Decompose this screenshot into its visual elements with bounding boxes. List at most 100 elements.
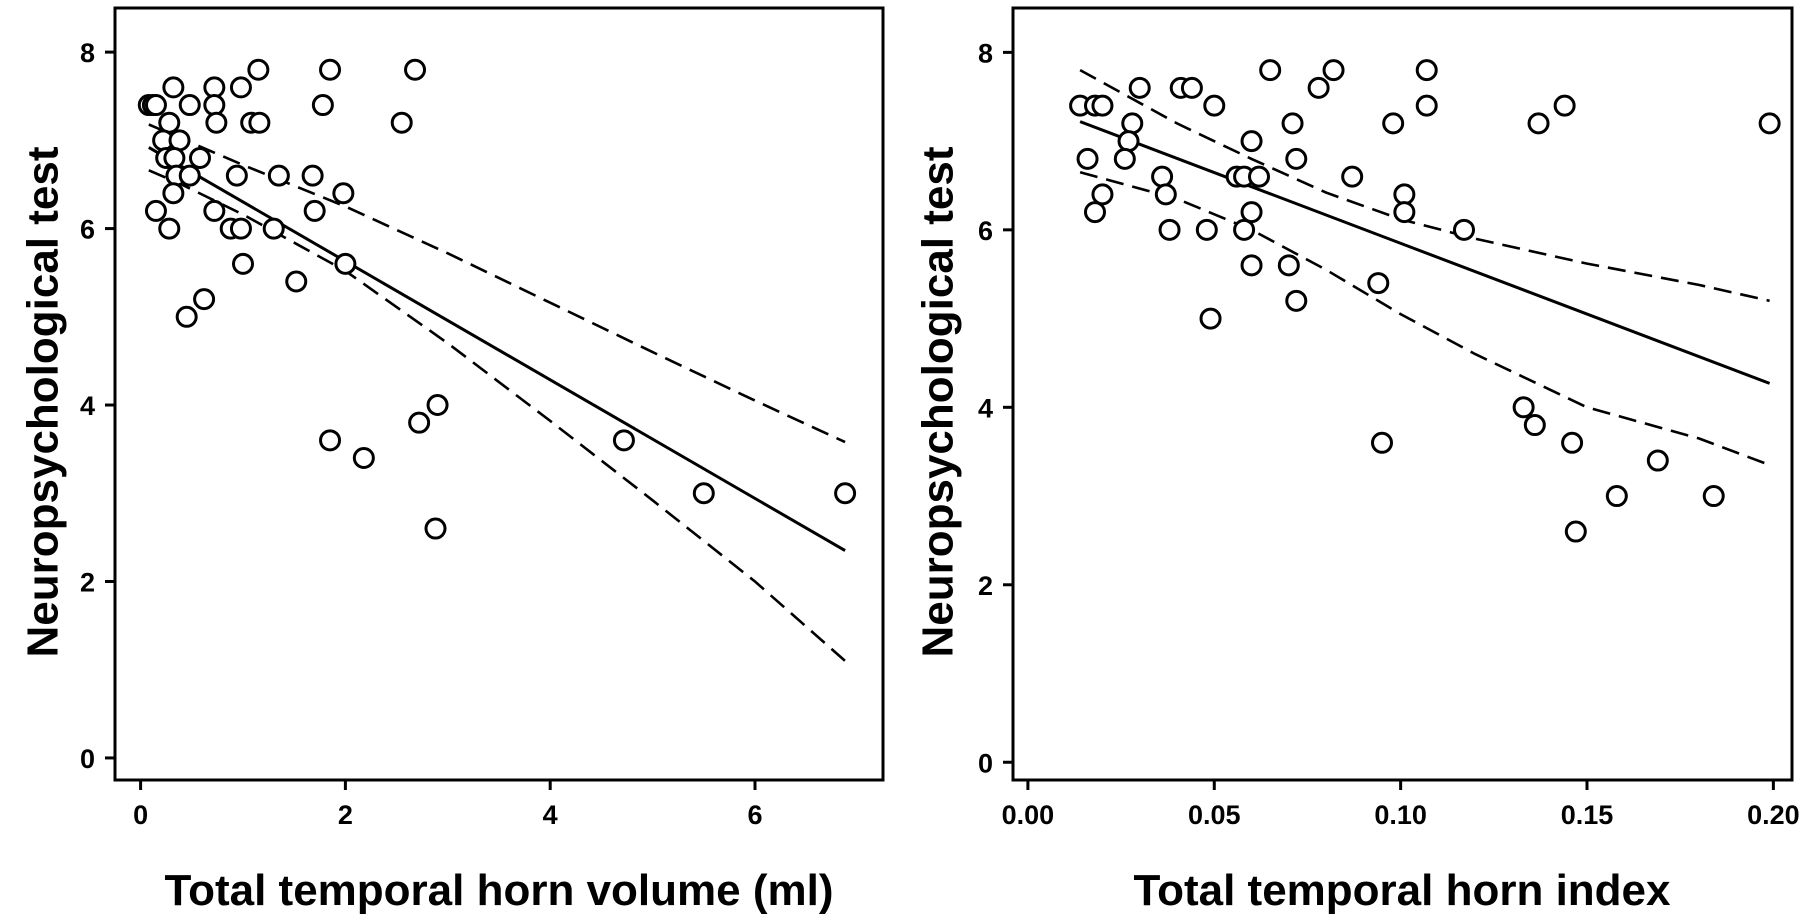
data-point	[1154, 183, 1177, 206]
regression-line	[148, 146, 846, 552]
right-scatter-panel: 0.00 0.05 0.10 0.15 0.20 0 2 4 6 8 Total temporal …	[913, 6, 1800, 915]
x-axis-title: Total temporal horn index	[1133, 866, 1671, 915]
data-point	[1203, 94, 1226, 117]
data-point	[1367, 272, 1390, 295]
data-point	[178, 94, 201, 117]
data-point	[1512, 396, 1535, 419]
data-point	[1646, 449, 1669, 472]
confidence-lower-line	[148, 169, 846, 662]
data-point	[1393, 183, 1416, 206]
x-tick-label: 0	[133, 800, 148, 830]
data-point	[612, 429, 635, 452]
data-point	[1453, 218, 1475, 241]
x-tick-label: 2	[338, 800, 353, 830]
data-point	[301, 164, 324, 187]
y-tick-label: 0	[80, 744, 95, 774]
data-point	[1307, 76, 1330, 99]
data-point	[163, 146, 186, 169]
data-point	[352, 446, 375, 469]
data-point	[424, 517, 447, 540]
x-tick-label: 6	[747, 800, 762, 830]
data-point	[1605, 485, 1628, 508]
data-point	[175, 305, 198, 328]
data-point	[1259, 59, 1282, 82]
data-point	[426, 394, 449, 417]
data-point	[404, 58, 427, 81]
x-tick-label: 0.20	[1747, 800, 1800, 830]
x-axis-title: Total temporal horn volume (ml)	[164, 866, 833, 915]
y-tick-label: 6	[978, 216, 993, 246]
data-point	[229, 217, 252, 240]
data-point	[303, 199, 326, 222]
data-point	[162, 182, 185, 205]
data-point	[1277, 254, 1300, 277]
regression-line	[1079, 120, 1771, 385]
y-tick-label: 8	[80, 38, 95, 68]
data-point	[205, 111, 228, 134]
data-point	[1195, 218, 1218, 241]
data-point	[1240, 201, 1263, 224]
data-point	[162, 76, 185, 99]
confidence-lower-line	[1079, 170, 1771, 467]
data-point	[1285, 147, 1308, 170]
data-point	[247, 58, 270, 81]
data-point	[1285, 289, 1308, 312]
data-point	[319, 429, 342, 452]
data-point	[1084, 201, 1106, 224]
y-axis-title: Neuropsychological test	[913, 146, 962, 657]
y-tick-label: 4	[80, 391, 95, 421]
y-tick-label: 4	[978, 393, 993, 423]
data-point	[203, 199, 226, 222]
data-point	[1758, 112, 1781, 135]
data-point	[1128, 76, 1151, 99]
data-point	[1561, 431, 1584, 454]
data-point	[1248, 165, 1270, 188]
confidence-upper-line	[148, 123, 846, 444]
data-point	[1113, 147, 1136, 170]
x-tick-label: 4	[543, 800, 558, 830]
data-point	[1233, 218, 1256, 241]
data-point	[232, 252, 254, 275]
data-point	[248, 111, 271, 134]
x-tick-label: 0.15	[1561, 800, 1614, 830]
data-point	[1121, 112, 1144, 135]
data-point	[1382, 112, 1405, 135]
data-point	[285, 270, 308, 293]
data-point	[1199, 307, 1222, 330]
data-point	[1553, 94, 1576, 117]
y-tick-label: 6	[80, 215, 95, 245]
data-point	[1371, 431, 1393, 454]
data-point	[390, 111, 413, 134]
data-point	[319, 58, 342, 81]
data-point	[158, 217, 181, 240]
left-scatter-panel: 0 2 4 6 0 2 4 6 8 Total temporal horn volume (ml)…	[18, 6, 885, 915]
plot-frame	[1011, 6, 1794, 782]
data-point	[267, 164, 290, 187]
data-point	[1240, 254, 1263, 277]
x-tick-label: 0.05	[1188, 800, 1241, 830]
data-point	[1341, 165, 1364, 188]
data-point	[1564, 520, 1587, 543]
data-point	[262, 217, 285, 240]
y-tick-label: 0	[978, 748, 993, 778]
x-tick-label: 0.10	[1374, 800, 1427, 830]
data-point	[1527, 112, 1550, 135]
data-point	[334, 252, 357, 275]
data-point	[1091, 94, 1114, 117]
data-point	[1393, 201, 1416, 224]
data-point	[408, 411, 431, 434]
data-point	[1281, 112, 1304, 135]
plot-frame	[113, 6, 885, 782]
data-point	[229, 76, 252, 99]
data-point	[1151, 165, 1174, 188]
data-point	[311, 94, 334, 117]
data-point	[1240, 130, 1263, 153]
data-point	[144, 199, 167, 222]
data-point	[1076, 147, 1099, 170]
data-point	[1322, 59, 1345, 82]
data-point	[332, 182, 355, 205]
data-point	[144, 94, 167, 117]
data-point	[158, 111, 181, 134]
data-point	[225, 164, 248, 187]
